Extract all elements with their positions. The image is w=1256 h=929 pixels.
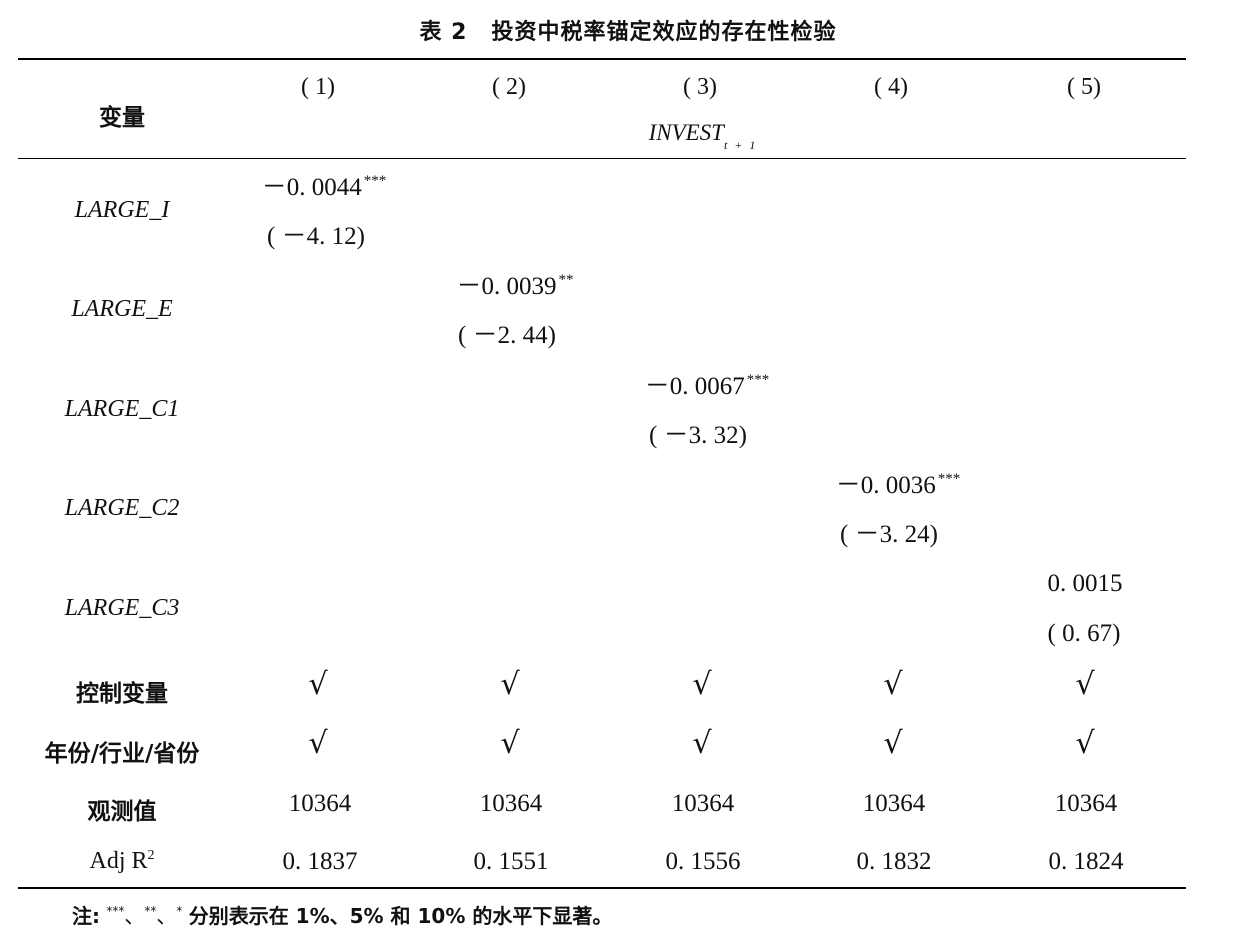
dependent-variable: INVESTt + 1	[649, 120, 758, 153]
row-label-large-c1: LARGE_C1	[64, 396, 180, 422]
adj-r2-3: 0. 1556	[665, 848, 741, 875]
observations-label: 观测值	[87, 799, 157, 825]
controls-check-3: √	[692, 667, 712, 702]
adj-r2-4: 0. 1832	[856, 848, 932, 875]
controls-check-1: √	[308, 667, 328, 702]
row-label-large-c3: LARGE_C3	[64, 595, 180, 621]
tstat-large-c2: ( －3. 24)	[840, 521, 938, 548]
note-sep-2: 、	[156, 904, 177, 928]
controls-check-2: √	[500, 667, 520, 702]
tstat-large-c1: ( －3. 32)	[649, 422, 747, 449]
controls-check-5: √	[1075, 667, 1095, 702]
note-one-star: *	[176, 904, 183, 918]
row-label-large-i: LARGE_I	[74, 197, 170, 223]
adj-r2-1: 0. 1837	[282, 848, 358, 875]
coef-large-c3: 0. 0015	[1047, 570, 1123, 597]
fe-check-1: √	[308, 726, 328, 761]
controls-label: 控制变量	[76, 681, 168, 707]
coef-large-e: －0. 0039 **	[456, 272, 574, 300]
observations-5: 10364	[1054, 790, 1118, 817]
table-title: 表 2 投资中税率锚定效应的存在性检验	[0, 14, 1256, 46]
fixed-effects-label: 年份/行业/省份	[44, 741, 200, 767]
note-sep-1: 、	[124, 904, 145, 928]
tstat-large-e: ( －2. 44)	[458, 322, 556, 349]
bottom-rule	[18, 887, 1186, 889]
observations-4: 10364	[862, 790, 926, 817]
variable-header: 变量	[99, 105, 145, 131]
column-header-4: ( 4)	[874, 74, 908, 100]
fe-check-5: √	[1075, 726, 1095, 761]
adj-r2-label: Adj R2	[89, 848, 155, 874]
fe-check-3: √	[692, 726, 712, 761]
note-text: 分别表示在 1%、5% 和 10% 的水平下显著。	[188, 904, 613, 928]
dependent-variable-name: INVEST	[648, 120, 724, 145]
header-rule	[18, 158, 1186, 159]
tstat-large-i: ( －4. 12)	[267, 223, 365, 250]
coef-large-c1: －0. 0067 ***	[644, 372, 770, 400]
column-header-3: ( 3)	[683, 74, 717, 100]
note-three-stars: ***	[106, 904, 125, 918]
observations-1: 10364	[288, 790, 352, 817]
table-title-text: 投资中税率锚定效应的存在性检验	[491, 20, 837, 45]
adj-r2-2: 0. 1551	[473, 848, 549, 875]
fe-check-4: √	[883, 726, 903, 761]
note-two-stars: **	[144, 904, 157, 918]
column-header-5: ( 5)	[1067, 74, 1101, 100]
table-note: 注: ***、**、* 分别表示在 1%、5% 和 10% 的水平下显著。	[72, 900, 612, 929]
coef-large-i: －0. 0044 ***	[261, 173, 387, 201]
column-header-2: ( 2)	[492, 74, 526, 100]
controls-check-4: √	[883, 667, 903, 702]
dependent-variable-subscript: t + 1	[723, 138, 758, 152]
fe-check-2: √	[500, 726, 520, 761]
coef-large-c2: －0. 0036 ***	[835, 471, 961, 499]
row-label-large-c2: LARGE_C2	[64, 495, 180, 521]
observations-3: 10364	[671, 790, 735, 817]
table-number: 表 2	[419, 20, 468, 45]
observations-2: 10364	[479, 790, 543, 817]
tstat-large-c3: ( 0. 67)	[1047, 620, 1121, 647]
adj-r2-5: 0. 1824	[1048, 848, 1124, 875]
column-header-1: ( 1)	[301, 74, 335, 100]
top-rule	[18, 58, 1186, 60]
row-label-large-e: LARGE_E	[71, 296, 173, 322]
note-prefix: 注:	[72, 904, 100, 928]
